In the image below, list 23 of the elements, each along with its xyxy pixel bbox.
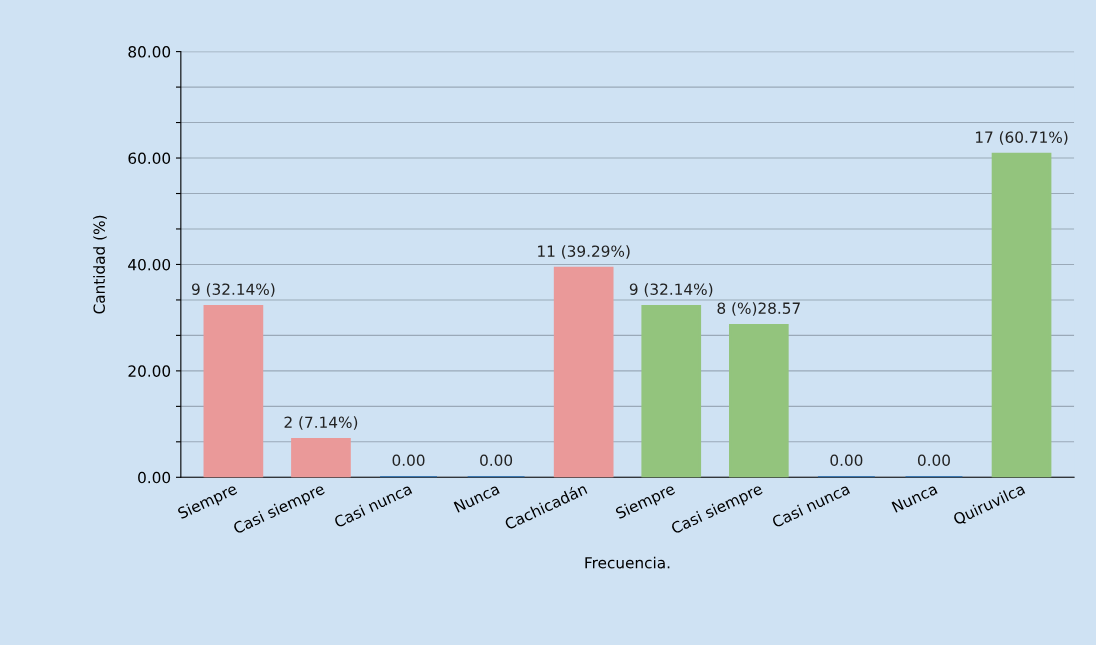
bar: [641, 304, 702, 478]
data-label: 9 (32.14%): [629, 283, 713, 297]
x-axis-title: Frecuencia.: [585, 556, 670, 569]
bar: [728, 323, 789, 478]
data-label: 0.00: [480, 454, 513, 467]
data-label: 9 (32.14%): [191, 283, 275, 297]
y-tick-label: 80.00: [128, 46, 171, 58]
y-tick-label: 20.00: [128, 365, 171, 377]
data-label: 8 (%)28.57: [717, 302, 800, 316]
y-axis-title: Cantidad (%): [93, 215, 107, 314]
y-tick-label: 0.00: [138, 471, 171, 484]
bar: [203, 304, 264, 478]
data-label: 2 (7.14%): [284, 416, 358, 430]
bar: [291, 437, 351, 478]
y-tick-label: 40.00: [128, 258, 171, 271]
data-label: 11 (39.29%): [538, 245, 630, 259]
data-label: 17 (60.71%): [975, 131, 1068, 145]
data-label: 0.00: [392, 454, 425, 467]
y-tick-label: 60.00: [128, 152, 171, 165]
data-label: 0.00: [830, 454, 863, 467]
bar: [553, 266, 614, 478]
data-label: 0.00: [917, 454, 950, 467]
bar: [991, 152, 1052, 478]
